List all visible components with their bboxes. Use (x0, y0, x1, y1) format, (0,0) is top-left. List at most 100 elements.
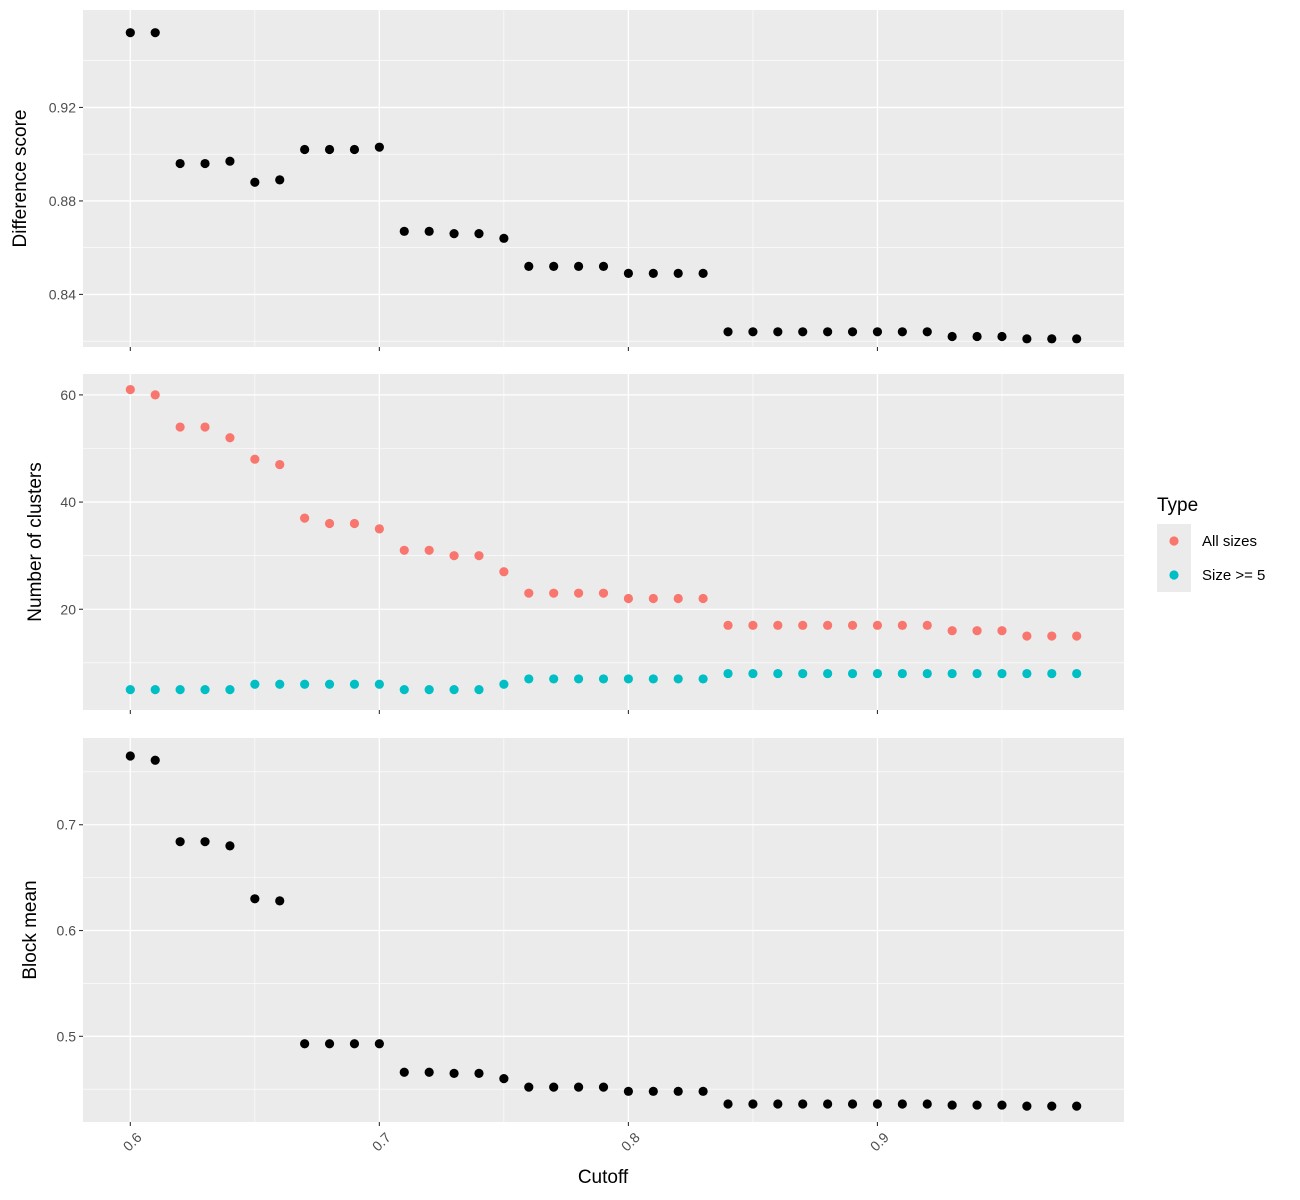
data-point (798, 620, 808, 630)
data-point (250, 454, 260, 464)
data-point (549, 261, 559, 271)
data-point (698, 1086, 708, 1096)
data-point (648, 268, 658, 278)
data-point (150, 755, 160, 765)
data-point (573, 674, 584, 684)
data-point (723, 327, 733, 337)
data-point (723, 668, 733, 679)
y-tick-label: 20 (60, 601, 76, 617)
data-point (374, 1039, 384, 1049)
data-point (947, 1100, 957, 1110)
panel-background (83, 374, 1124, 710)
data-point (175, 837, 185, 847)
data-point (748, 668, 758, 679)
data-point (424, 226, 434, 236)
data-point (698, 593, 708, 604)
y-axis-title: Block mean (20, 880, 41, 979)
y-axis-title: Difference score (10, 110, 31, 248)
data-point (250, 679, 260, 689)
data-point (300, 1039, 310, 1049)
legend-entry-label: Size >= 5 (1202, 567, 1265, 584)
data-point (499, 679, 509, 689)
series (125, 28, 1082, 344)
data-point (748, 1099, 758, 1109)
data-point (125, 751, 135, 761)
data-point (424, 685, 434, 695)
data-point (972, 668, 982, 679)
legend: Type All sizes Size >= 5 (1157, 495, 1265, 592)
data-point (275, 896, 285, 906)
data-point (499, 1074, 509, 1084)
data-point (773, 668, 783, 679)
data-point (723, 1099, 733, 1109)
y-axis-title: Number of clusters (25, 462, 46, 621)
data-point (200, 158, 210, 169)
data-point (673, 1086, 683, 1096)
data-point (922, 620, 932, 630)
x-tick-label: 0.6 (120, 1129, 145, 1154)
data-point (200, 685, 210, 695)
data-point (424, 1067, 434, 1077)
data-point (598, 674, 609, 684)
legend-key-point (1169, 570, 1179, 580)
data-point (150, 390, 160, 400)
data-point (1047, 334, 1057, 344)
legend-entry-label: All sizes (1202, 533, 1257, 550)
data-point (897, 1099, 907, 1109)
data-point (225, 685, 235, 695)
data-point (499, 567, 509, 577)
data-point (1022, 631, 1032, 641)
data-point (872, 1099, 883, 1109)
y-tick-label: 40 (60, 494, 76, 510)
data-point (175, 422, 185, 432)
data-point (275, 459, 285, 470)
data-point (872, 327, 883, 337)
data-point (524, 674, 534, 684)
data-point (399, 226, 409, 236)
series-all-sizes (125, 384, 1082, 641)
data-point (847, 327, 858, 337)
data-point (823, 620, 833, 630)
data-point (1072, 1101, 1082, 1111)
data-point (474, 685, 484, 695)
data-point (399, 1067, 409, 1077)
data-point (897, 620, 907, 630)
data-point (225, 156, 235, 166)
data-point (598, 261, 609, 271)
legend-title: Type (1157, 495, 1198, 516)
data-point (275, 679, 285, 689)
data-point (150, 28, 160, 38)
panel-2: 20 40 60 Number of clusters (25, 374, 1124, 714)
data-point (1072, 631, 1082, 641)
data-point (698, 674, 708, 684)
x-axis: 0.6 0.7 0.8 0.9 (120, 1129, 892, 1154)
y-tick-label: 0.84 (49, 286, 76, 302)
data-point (798, 1099, 808, 1109)
data-point (823, 668, 833, 679)
data-point (847, 668, 858, 679)
data-point (573, 261, 584, 271)
data-point (922, 668, 932, 679)
data-point (1072, 334, 1082, 344)
data-point (175, 685, 185, 695)
data-point (723, 620, 733, 630)
data-point (773, 1099, 783, 1109)
data-point (374, 524, 384, 534)
y-tick-label: 0.7 (57, 817, 77, 833)
data-point (349, 518, 360, 529)
data-point (349, 144, 360, 155)
x-tick-label: 0.8 (618, 1129, 643, 1154)
data-point (524, 261, 534, 271)
data-point (125, 685, 135, 695)
data-point (798, 668, 808, 679)
data-point (150, 685, 160, 695)
data-point (947, 331, 957, 342)
data-point (947, 626, 957, 636)
panel-3: 0.5 0.6 0.7 Block mean (20, 738, 1124, 1126)
series-size-5 (125, 668, 1082, 695)
data-point (250, 177, 260, 187)
data-point (748, 327, 758, 337)
data-point (773, 327, 783, 337)
data-point (673, 674, 683, 684)
data-point (200, 837, 210, 847)
